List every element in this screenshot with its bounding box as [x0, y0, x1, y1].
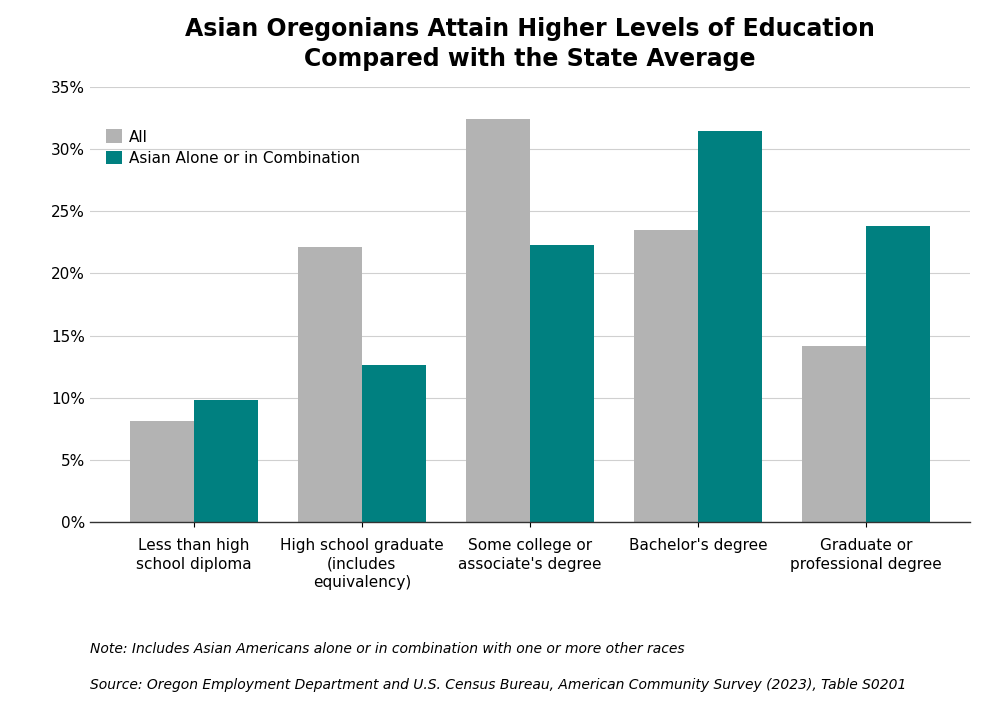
- Bar: [362, 365, 426, 522]
- Title: Asian Oregonians Attain Higher Levels of Education
Compared with the State Avera: Asian Oregonians Attain Higher Levels of…: [185, 17, 875, 71]
- Bar: [194, 400, 258, 522]
- Bar: [866, 226, 930, 522]
- Bar: [634, 230, 698, 522]
- Legend: All, Asian Alone or in Combination: All, Asian Alone or in Combination: [106, 130, 360, 166]
- Bar: [802, 346, 866, 522]
- Bar: [466, 120, 530, 522]
- Bar: [130, 421, 194, 522]
- Text: Source: Oregon Employment Department and U.S. Census Bureau, American Community : Source: Oregon Employment Department and…: [90, 678, 906, 692]
- Bar: [698, 130, 762, 522]
- Bar: [298, 247, 362, 522]
- Bar: [530, 245, 594, 522]
- Text: Note: Includes Asian Americans alone or in combination with one or more other ra: Note: Includes Asian Americans alone or …: [90, 642, 685, 655]
